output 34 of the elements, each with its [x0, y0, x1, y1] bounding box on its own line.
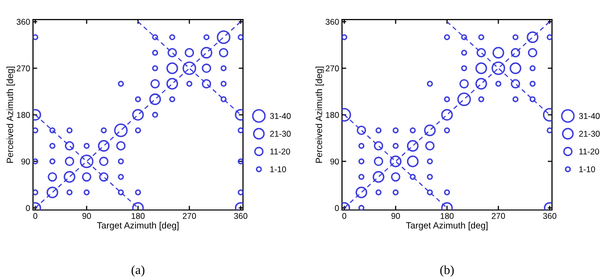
x-tick-label: 270 [492, 213, 505, 219]
x-tick-label: 180 [132, 213, 145, 219]
legend-label: 31-40 [579, 113, 600, 119]
x-tick-label: 180 [440, 213, 454, 219]
y-tick-label: 0 [334, 205, 339, 212]
x-tick-label: 0 [33, 213, 38, 219]
x-tick-label: 90 [82, 213, 91, 219]
text: (b) [440, 265, 454, 277]
legend-label: 1-10 [270, 166, 286, 172]
y-tick-label: 180 [16, 112, 30, 118]
legend-label: 11-20 [579, 148, 600, 154]
x-tick-label: 90 [391, 213, 400, 219]
legend-label: 21-30 [270, 130, 291, 137]
x-axis-title: Target Azimuth [deg] [97, 222, 179, 230]
y-tick-label: 90 [330, 158, 339, 164]
x-tick-label: 270 [182, 213, 196, 219]
y-tick-label: 270 [16, 65, 30, 72]
y-tick-label: 360 [16, 18, 30, 25]
y-tick-label: 270 [326, 65, 339, 72]
legend-label: 31-40 [270, 113, 291, 119]
legend-label: 11-20 [270, 148, 290, 154]
x-axis-title: Target Azimuth [deg] [406, 222, 488, 230]
x-tick-label: 0 [342, 213, 346, 219]
x-tick-label: 360 [234, 213, 248, 219]
y-axis-title: Perceived Azimuth [deg] [316, 66, 324, 163]
x-tick-label: 360 [543, 213, 556, 219]
y-axis-title: Perceived Azimuth [deg] [6, 66, 15, 163]
legend-label: 21-30 [579, 130, 600, 137]
y-tick-label: 90 [21, 158, 30, 164]
legend-label: 1-10 [579, 166, 596, 172]
y-tick-label: 0 [26, 205, 30, 212]
text: (a) [132, 265, 144, 277]
y-tick-label: 360 [326, 18, 339, 25]
y-tick-label: 180 [326, 112, 339, 118]
